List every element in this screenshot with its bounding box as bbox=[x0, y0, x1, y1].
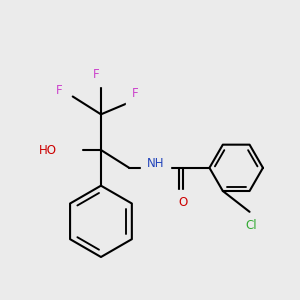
Text: HO: HO bbox=[38, 143, 56, 157]
Text: Cl: Cl bbox=[245, 219, 257, 232]
Text: F: F bbox=[56, 84, 63, 97]
Text: NH: NH bbox=[147, 157, 164, 170]
Text: F: F bbox=[93, 68, 100, 81]
Text: O: O bbox=[178, 196, 187, 208]
Text: F: F bbox=[132, 87, 139, 100]
